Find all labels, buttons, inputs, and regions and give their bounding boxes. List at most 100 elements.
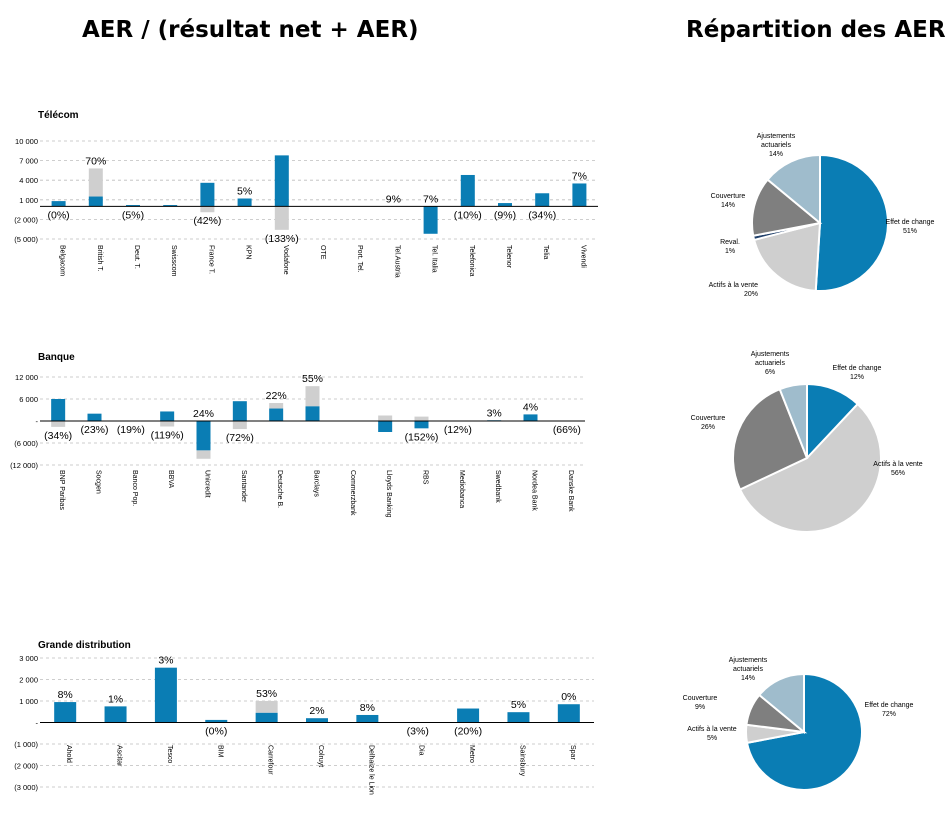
y-tick-label: 6 000 (19, 395, 38, 404)
bar-aer (423, 206, 438, 234)
bar-aer (269, 408, 284, 421)
category-label: Socgen (95, 470, 102, 494)
category-label: Spar (569, 745, 576, 760)
y-tick-label: (2 000) (14, 215, 38, 224)
pie-slice (751, 178, 823, 237)
pie-slice (752, 221, 822, 292)
pie-slice-value: 51% (903, 228, 917, 235)
bar-aer (205, 719, 228, 723)
bar-aer (160, 411, 175, 421)
y-tick-label: 12 000 (15, 373, 38, 382)
bar-other (232, 421, 247, 430)
category-label: Tel. Italia (431, 245, 438, 273)
pct-label: (42%) (193, 215, 221, 227)
bar-aer (460, 174, 475, 207)
y-tick-label: (3 000) (14, 783, 38, 792)
pct-label: (3%) (407, 726, 429, 738)
category-label: Tel.Austria (393, 245, 400, 278)
pct-label: 53% (256, 688, 277, 700)
pct-label: (20%) (454, 726, 482, 738)
pie-slice (732, 387, 809, 491)
pie-slice-value: 6% (765, 369, 775, 376)
bar-aer (507, 712, 530, 723)
y-tick-label: - (36, 719, 39, 728)
y-tick-label: (2 000) (14, 762, 38, 771)
bar-aer (104, 706, 127, 723)
category-label: BNP Paribas (58, 470, 65, 510)
category-label: Vodafone (282, 245, 289, 275)
pie-slice-value: 72% (882, 711, 896, 718)
section-title: Télécom (38, 110, 79, 121)
category-label: OTE (319, 245, 326, 260)
pct-label: 1% (108, 693, 123, 705)
category-label: Commerzbank (349, 470, 356, 516)
y-tick-label: (1 000) (14, 740, 38, 749)
pct-label: 24% (193, 408, 214, 420)
pie-slice-value: 12% (850, 374, 864, 381)
bar-other (414, 416, 429, 421)
pct-label: (0%) (205, 726, 227, 738)
bar-aer (523, 414, 538, 421)
pct-label: 70% (85, 155, 106, 167)
category-label: Sainsbury (518, 745, 525, 777)
pct-label: 3% (158, 655, 173, 667)
category-label: Barclays (313, 470, 320, 497)
bar-aer (255, 712, 278, 723)
pie-slice-name: actuariels (733, 666, 763, 673)
bar-aer (306, 718, 328, 723)
pct-label: (5%) (122, 209, 144, 221)
pct-label: (119%) (151, 430, 184, 442)
category-label: Mediobanca (458, 470, 465, 508)
bar-aer (54, 702, 77, 723)
pie-slice-name: Couverture (691, 415, 726, 422)
pct-label: (66%) (553, 424, 581, 436)
pct-label: (10%) (454, 209, 482, 221)
bar-aer (457, 708, 480, 723)
pct-label: 0% (561, 691, 576, 703)
pct-label: (9%) (494, 209, 516, 221)
pie-slice-name: Effet de change (865, 702, 914, 709)
pct-label: 3% (487, 407, 502, 419)
pct-label: 2% (309, 705, 324, 717)
category-label: Telia (542, 245, 549, 260)
bar-aer (274, 155, 289, 207)
bar-aer (557, 704, 580, 723)
category-label: Telefonica (468, 245, 475, 277)
pie-slice (738, 402, 882, 533)
bar-aer (154, 667, 177, 723)
bar-aer (237, 198, 252, 207)
category-label: Colruyt (317, 745, 324, 767)
bar-aer (498, 203, 512, 207)
pie-slice-value: 20% (744, 291, 758, 298)
pie-slice (814, 153, 889, 292)
pie-slice-value: 9% (695, 704, 705, 711)
category-label: Metro (468, 745, 475, 763)
pct-label: (152%) (405, 431, 439, 443)
pie-slice-value: 14% (741, 675, 755, 682)
bar-other (378, 415, 393, 421)
pie-slice-name: Ajustements (757, 133, 796, 140)
bar-aer (87, 413, 102, 421)
y-tick-label: 4 000 (19, 176, 38, 185)
pct-label: 22% (266, 390, 287, 402)
category-label: British T. (96, 245, 103, 272)
pct-label: (19%) (117, 424, 145, 436)
category-label: France T. (207, 245, 214, 274)
bar-other (196, 450, 211, 459)
pct-label: (72%) (226, 432, 254, 444)
category-label: RBS (422, 470, 429, 485)
pie-slice-name: Couverture (683, 695, 718, 702)
category-label: Unicredit (204, 470, 211, 498)
category-label: Port. Tel. (356, 245, 363, 273)
pct-label: 55% (302, 373, 323, 385)
pct-label: (133%) (265, 233, 299, 245)
category-label: Deutsche B. (276, 470, 283, 508)
pie-slice-name: actuariels (755, 360, 785, 367)
bar-aer (126, 205, 140, 207)
pct-label: (34%) (528, 209, 556, 221)
category-label: Banco Pop. (131, 470, 138, 506)
category-label: Lloyds Banking (385, 470, 392, 518)
category-label: Swisscom (170, 245, 177, 277)
category-label: KPN (245, 245, 252, 259)
